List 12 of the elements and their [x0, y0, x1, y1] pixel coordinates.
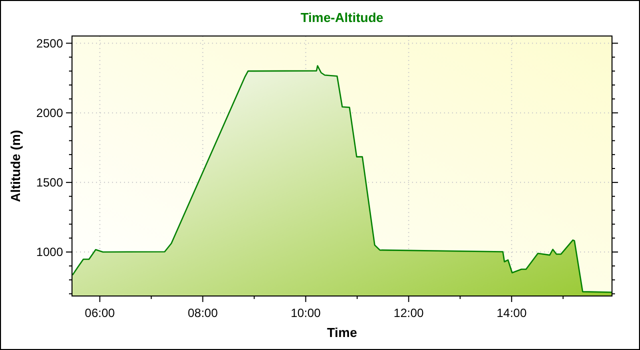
y-axis-title: Altitude (m): [8, 130, 23, 202]
y-tick-label: 1000: [36, 245, 64, 260]
x-tick-label: 12:00: [394, 306, 424, 320]
chart-title: Time-Altitude: [300, 10, 384, 25]
x-tick-label: 10:00: [290, 306, 322, 320]
y-tick-label: 2000: [36, 106, 64, 120]
y-tick-label: 1500: [36, 176, 64, 190]
x-tick-label: 06:00: [84, 306, 116, 320]
x-tick-label: 08:00: [188, 306, 218, 320]
x-tick-label: 14:00: [496, 306, 527, 320]
x-axis-title: Time: [326, 325, 358, 340]
y-tick-label: 2500: [36, 36, 64, 50]
